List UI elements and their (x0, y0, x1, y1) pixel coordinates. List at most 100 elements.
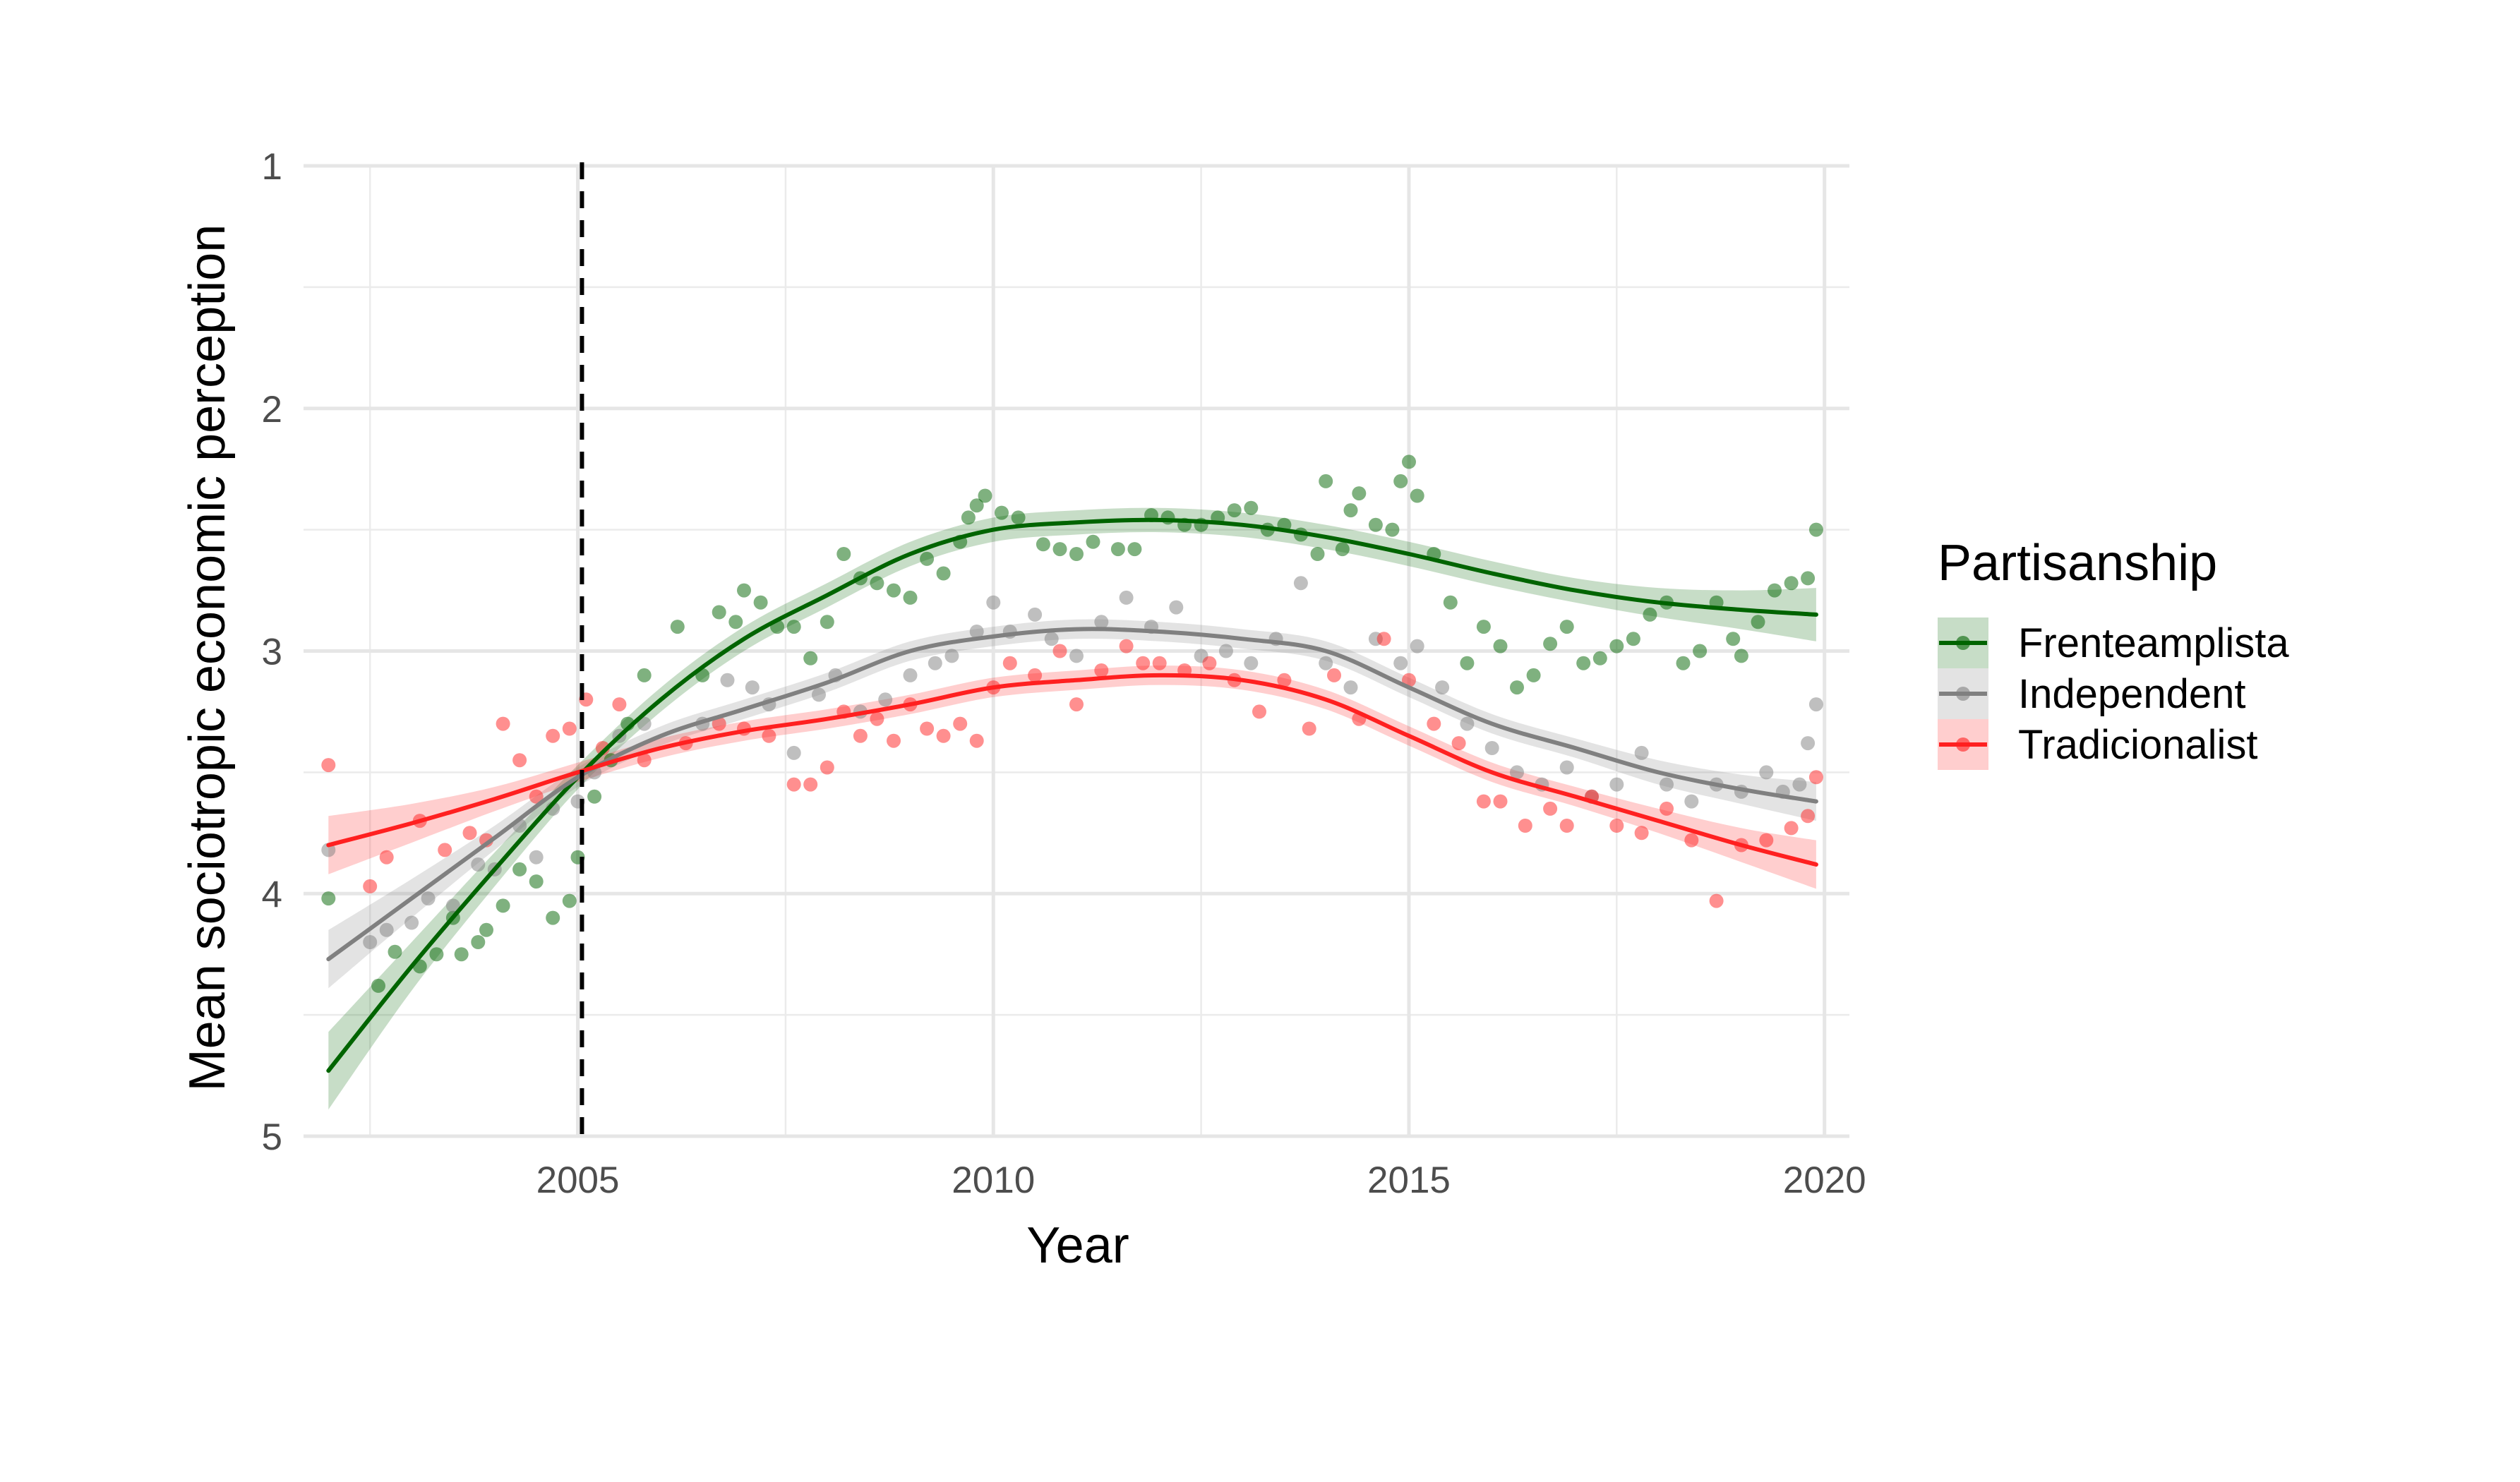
data-point-frenteamplista (1768, 583, 1782, 598)
data-point-frenteamplista (995, 505, 1009, 520)
data-point-frenteamplista (1011, 510, 1026, 525)
data-point-tradicionalist (1002, 656, 1017, 670)
data-point-frenteamplista (887, 583, 901, 598)
data-point-frenteamplista (820, 615, 834, 629)
smooth-line-frenteamplista (326, 517, 1818, 1073)
data-point-frenteamplista (1319, 474, 1333, 488)
data-point-frenteamplista (1592, 651, 1607, 665)
data-point-frenteamplista (1086, 534, 1100, 549)
data-point-independent (1343, 680, 1358, 695)
data-point-independent (1559, 760, 1574, 775)
data-point-tradicionalist (1277, 673, 1292, 687)
data-point-frenteamplista (1036, 537, 1050, 552)
legend-key-point (1956, 687, 1970, 701)
data-point-independent (421, 891, 436, 906)
data-point-independent (1293, 576, 1308, 591)
data-point-frenteamplista (870, 576, 884, 591)
data-point-frenteamplista (836, 547, 851, 561)
data-point-tradicionalist (853, 728, 868, 743)
data-point-independent (1218, 644, 1233, 658)
data-point-frenteamplista (1244, 500, 1259, 515)
data-point-frenteamplista (1626, 632, 1640, 646)
data-point-independent (903, 668, 918, 682)
legend: Partisanship Frenteamplista Independent Tr… (1938, 535, 2289, 770)
data-point-independent (1808, 697, 1823, 712)
data-point-tradicionalist (529, 789, 544, 804)
data-point-frenteamplista (1726, 632, 1741, 646)
x-tick-label: 2015 (1367, 1159, 1451, 1201)
data-point-independent (1684, 794, 1699, 809)
data-point-independent (1244, 656, 1259, 670)
data-point-frenteamplista (1784, 576, 1799, 591)
data-point-frenteamplista (1576, 656, 1591, 670)
data-point-frenteamplista (1559, 620, 1574, 634)
data-point-tradicionalist (1543, 801, 1558, 816)
data-point-independent (1069, 649, 1084, 663)
data-point-frenteamplista (371, 978, 385, 993)
data-point-independent (471, 857, 486, 872)
data-point-independent (720, 673, 735, 687)
data-point-independent (928, 656, 942, 670)
data-point-independent (637, 716, 652, 731)
data-point-frenteamplista (670, 620, 685, 634)
data-point-independent (445, 898, 460, 913)
data-point-independent (321, 843, 336, 857)
data-point-independent (1044, 632, 1059, 646)
data-point-tradicionalist (1028, 668, 1043, 682)
data-point-independent (1393, 656, 1408, 670)
data-point-frenteamplista (961, 510, 976, 525)
data-point-independent (1792, 777, 1807, 792)
y-tick-label: 1 (262, 146, 282, 188)
data-point-frenteamplista (562, 893, 577, 908)
data-point-frenteamplista (1526, 668, 1541, 682)
data-point-tradicionalist (1052, 644, 1067, 658)
data-point-tradicionalist (562, 721, 577, 736)
data-point-frenteamplista (936, 566, 951, 581)
data-point-tradicionalist (1609, 819, 1624, 833)
data-point-tradicionalist (321, 758, 336, 773)
data-point-tradicionalist (637, 753, 652, 768)
data-point-frenteamplista (546, 910, 560, 925)
data-point-tradicionalist (462, 826, 477, 841)
data-point-independent (1435, 680, 1450, 695)
legend-label-tradicionalist: Tradicionalist (2018, 722, 2258, 768)
data-point-tradicionalist (887, 733, 901, 748)
data-point-independent (1119, 590, 1134, 605)
data-point-independent (1460, 716, 1475, 731)
data-point-frenteamplista (1110, 542, 1125, 557)
data-point-frenteamplista (1410, 488, 1424, 503)
data-point-frenteamplista (1693, 644, 1708, 658)
data-point-independent (878, 692, 893, 707)
data-point-tradicionalist (803, 777, 818, 792)
grid (304, 164, 1849, 1138)
data-point-frenteamplista (454, 947, 469, 962)
data-point-frenteamplista (920, 551, 935, 566)
data-point-frenteamplista (1510, 680, 1524, 695)
data-point-independent (944, 649, 959, 663)
data-point-tradicionalist (1476, 794, 1491, 809)
data-point-independent (1759, 765, 1774, 780)
data-point-tradicionalist (953, 716, 968, 731)
data-point-tradicionalist (762, 728, 776, 743)
data-point-frenteamplista (1052, 542, 1067, 557)
data-point-frenteamplista (1069, 547, 1084, 561)
legend-label-frenteamplista: Frenteamplista (2018, 620, 2289, 666)
data-point-frenteamplista (1676, 656, 1691, 670)
data-point-independent (1319, 656, 1333, 670)
data-point-frenteamplista (1751, 615, 1765, 629)
data-point-frenteamplista (529, 874, 544, 889)
data-point-frenteamplista (1227, 503, 1242, 518)
data-point-frenteamplista (803, 651, 818, 665)
data-point-frenteamplista (1368, 517, 1383, 532)
data-point-frenteamplista (1609, 639, 1624, 653)
data-point-independent (1634, 745, 1649, 760)
data-point-frenteamplista (471, 935, 486, 949)
data-point-frenteamplista (321, 891, 336, 906)
data-point-tradicionalist (1684, 833, 1699, 848)
data-point-frenteamplista (1127, 542, 1142, 557)
data-point-frenteamplista (1335, 542, 1350, 557)
data-point-tradicionalist (969, 733, 984, 748)
data-point-independent (1484, 741, 1499, 755)
